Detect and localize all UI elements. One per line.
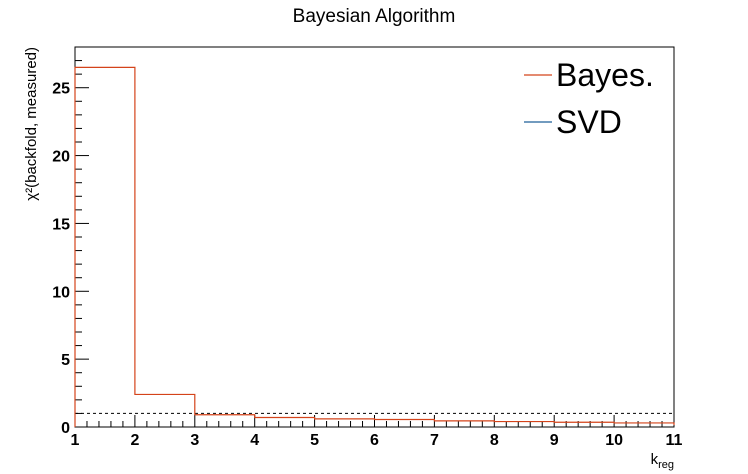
y-axis-ticks: 0 5 10 15 20 25	[52, 46, 89, 437]
x-tick-label: 8	[490, 432, 499, 449]
x-axis-label: kreg	[651, 451, 674, 471]
series-line	[74, 66, 675, 427]
y-tick-label: 0	[61, 420, 70, 437]
x-tick-label: 5	[310, 432, 319, 449]
legend: Bayes. SVD	[524, 57, 654, 140]
x-axis-label-main: k	[651, 451, 659, 468]
legend-entry: SVD	[556, 104, 622, 140]
chart-title: Bayesian Algorithm	[293, 6, 456, 27]
x-tick-label: 11	[666, 432, 683, 449]
x-tick-label: 7	[430, 432, 439, 449]
x-tick-label: 9	[550, 432, 559, 449]
y-axis-label: χ²(backfold, measured)	[23, 47, 40, 201]
legend-entry: Bayes.	[556, 57, 654, 93]
x-tick-label: 2	[130, 432, 139, 449]
y-tick-label: 10	[52, 284, 70, 301]
series-group	[74, 66, 675, 427]
x-tick-label: 10	[605, 432, 623, 449]
x-tick-label: 6	[370, 432, 379, 449]
y-tick-label: 5	[61, 352, 70, 369]
x-tick-label: 1	[71, 432, 80, 449]
y-tick-label: 15	[52, 216, 70, 233]
x-axis-label-subscript: reg	[658, 459, 674, 471]
x-tick-label: 3	[190, 432, 199, 449]
x-axis-ticks: 1 2 3 4 5 6 7 8 9 10 11	[71, 415, 683, 449]
x-tick-label: 4	[250, 432, 259, 449]
y-tick-label: 20	[52, 149, 70, 166]
y-tick-label: 25	[52, 81, 70, 98]
